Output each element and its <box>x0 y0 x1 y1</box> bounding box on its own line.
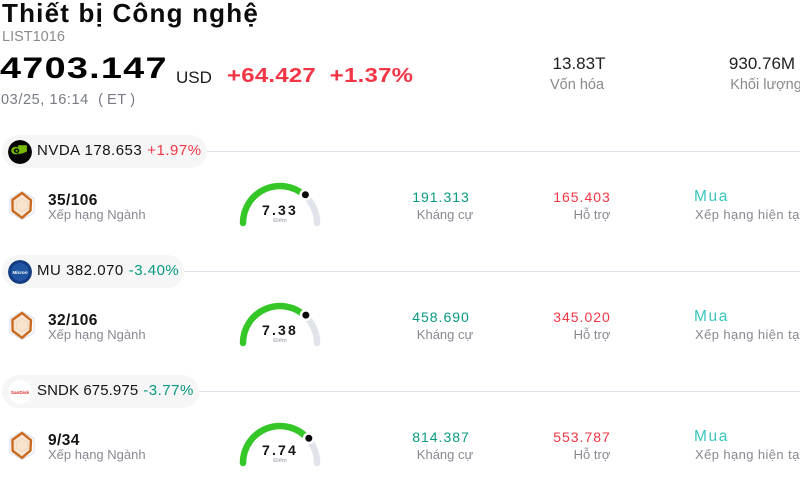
svg-text:SanDisk: SanDisk <box>11 389 30 394</box>
svg-text:Micron: Micron <box>12 270 27 275</box>
